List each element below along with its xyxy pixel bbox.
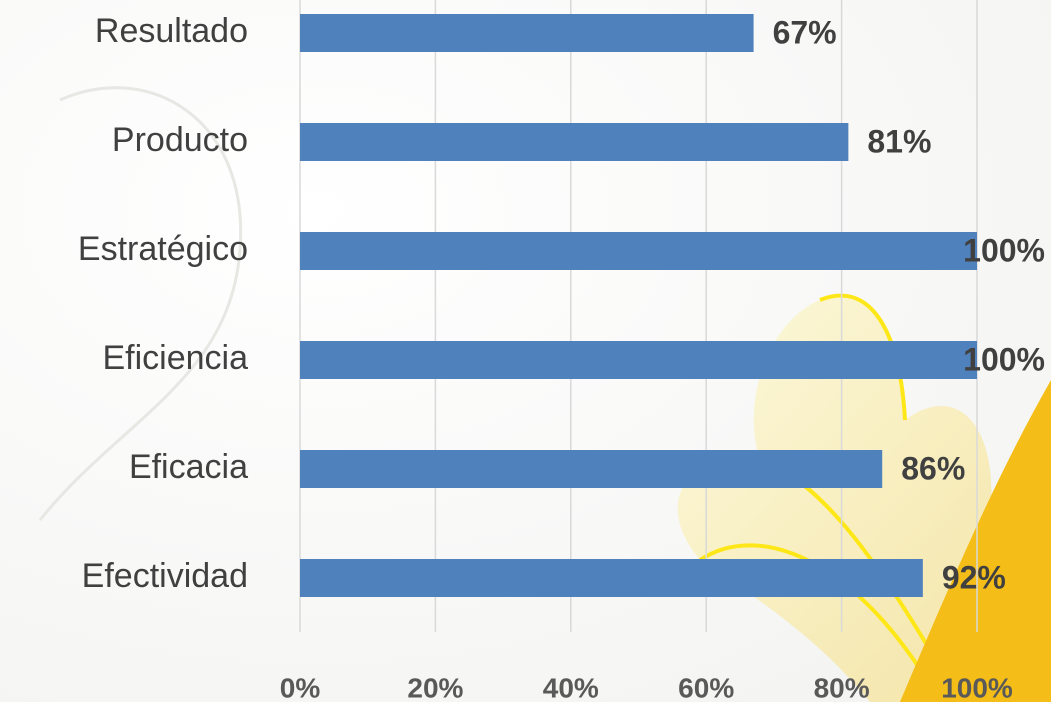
bar [300,559,923,597]
bar [300,232,977,270]
data-label: 100% [963,232,1045,268]
x-tick-label: 60% [678,672,734,702]
y-tick-label: Eficiencia [102,339,248,377]
y-tick-label: Estratégico [78,230,248,268]
x-tick-label: 100% [941,672,1013,702]
data-label: 86% [901,450,965,486]
x-tick-label: 0% [280,672,321,702]
chart: 0% 20% 40% 60% 80% 100% Resultado 67% Producto 81… [0,0,1051,702]
x-tick-label: 80% [814,672,870,702]
y-tick-label: Resultado [95,12,248,50]
data-label: 67% [773,14,837,50]
data-label: 92% [942,559,1006,595]
bar [300,341,977,379]
data-label: 100% [963,341,1045,377]
y-tick-label: Efectividad [82,557,248,595]
x-tick-label: 20% [407,672,463,702]
data-label: 81% [867,123,931,159]
bar [300,123,848,161]
bar [300,14,754,52]
x-tick-label: 40% [543,672,599,702]
bar [300,450,882,488]
y-tick-label: Eficacia [129,448,248,486]
y-tick-label: Producto [112,121,248,159]
